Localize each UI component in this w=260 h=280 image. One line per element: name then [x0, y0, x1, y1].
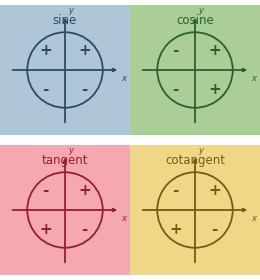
Text: -: -: [42, 183, 49, 198]
Text: tangent: tangent: [42, 154, 88, 167]
Text: -: -: [211, 222, 218, 237]
Text: +: +: [39, 43, 52, 58]
Text: +: +: [208, 82, 221, 97]
Text: cotangent: cotangent: [165, 154, 225, 167]
Text: sine: sine: [53, 14, 77, 27]
Text: y: y: [198, 6, 203, 15]
Text: x: x: [252, 74, 257, 83]
Text: x: x: [122, 74, 127, 83]
Text: -: -: [172, 183, 179, 198]
Text: y: y: [68, 146, 73, 155]
Text: +: +: [208, 43, 221, 58]
Text: +: +: [208, 183, 221, 198]
Text: cosine: cosine: [176, 14, 214, 27]
Text: +: +: [39, 222, 52, 237]
Text: -: -: [42, 82, 49, 97]
Text: x: x: [122, 214, 127, 223]
Text: -: -: [81, 82, 88, 97]
Text: y: y: [68, 6, 73, 15]
Text: +: +: [78, 183, 91, 198]
Text: y: y: [198, 146, 203, 155]
Text: x: x: [252, 214, 257, 223]
Text: +: +: [78, 43, 91, 58]
Text: -: -: [172, 82, 179, 97]
Text: -: -: [172, 43, 179, 58]
Text: -: -: [81, 222, 88, 237]
Text: +: +: [169, 222, 182, 237]
